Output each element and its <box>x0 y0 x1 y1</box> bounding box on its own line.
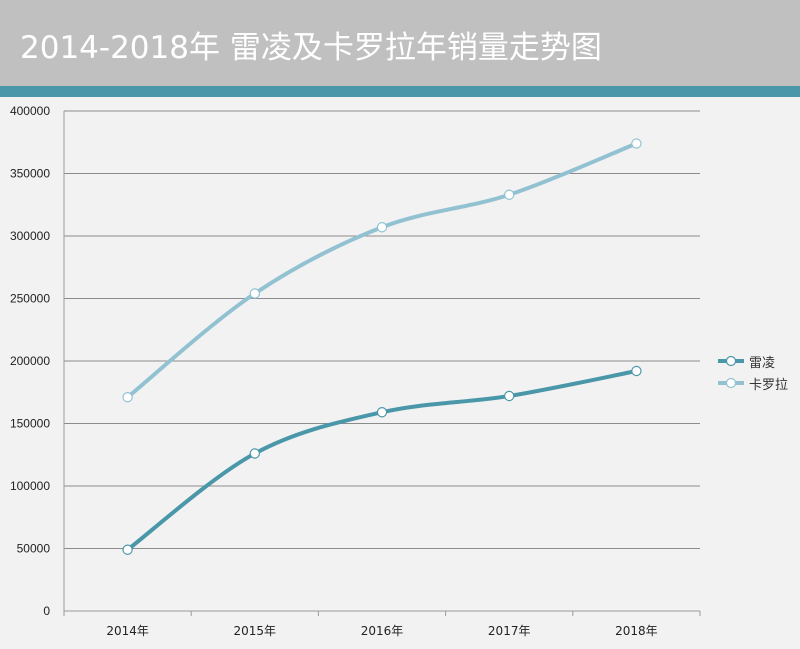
series-line-1 <box>125 369 639 552</box>
data-point-series-2 <box>249 288 260 299</box>
data-point-series-2 <box>376 222 388 233</box>
legend-item-series-2: 卡罗拉 <box>718 372 788 394</box>
data-point-series-2 <box>631 138 642 149</box>
y-tick-label: 350000 <box>10 167 50 181</box>
y-tick-label: 0 <box>43 604 50 618</box>
legend-label-series-1: 雷凌 <box>749 355 776 371</box>
y-tick-label: 50000 <box>17 542 51 556</box>
y-tick-label: 400000 <box>10 104 50 118</box>
chart-title: 2014-2018年 雷凌及卡罗拉年销量走势图 <box>20 30 602 66</box>
y-tick-label: 150000 <box>10 417 50 431</box>
data-point-series-2 <box>504 189 515 200</box>
x-tick-label: 2017年 <box>488 624 531 638</box>
data-point-series-1 <box>122 544 133 555</box>
accent-rule <box>0 86 800 97</box>
legend: 雷凌 卡罗拉 <box>718 350 788 394</box>
data-point-series-2 <box>122 392 133 403</box>
series-line-2 <box>125 141 639 400</box>
data-point-series-1 <box>376 407 388 418</box>
title-bar: 2014-2018年 雷凌及卡罗拉年销量走势图 <box>0 0 800 86</box>
y-tick-label: 200000 <box>10 354 50 368</box>
x-tick-label: 2018年 <box>615 624 658 638</box>
legend-marker-series-2 <box>718 377 744 389</box>
legend-label-series-2: 卡罗拉 <box>749 377 789 393</box>
y-tick-label: 300000 <box>10 229 50 243</box>
legend-marker-series-1 <box>718 355 744 367</box>
x-tick-label: 2014年 <box>106 624 149 638</box>
y-tick-label: 100000 <box>10 479 50 493</box>
x-tick-label: 2016年 <box>361 624 404 638</box>
y-tick-label: 250000 <box>10 292 50 306</box>
data-point-series-1 <box>504 390 515 402</box>
data-point-series-1 <box>631 365 642 377</box>
x-tick-label: 2015年 <box>234 624 277 638</box>
line-chart: 0 50000 100000 150000 200000 250000 300000 3500… <box>10 104 701 638</box>
legend-item-series-1: 雷凌 <box>718 350 788 372</box>
data-point-series-1 <box>249 448 260 459</box>
